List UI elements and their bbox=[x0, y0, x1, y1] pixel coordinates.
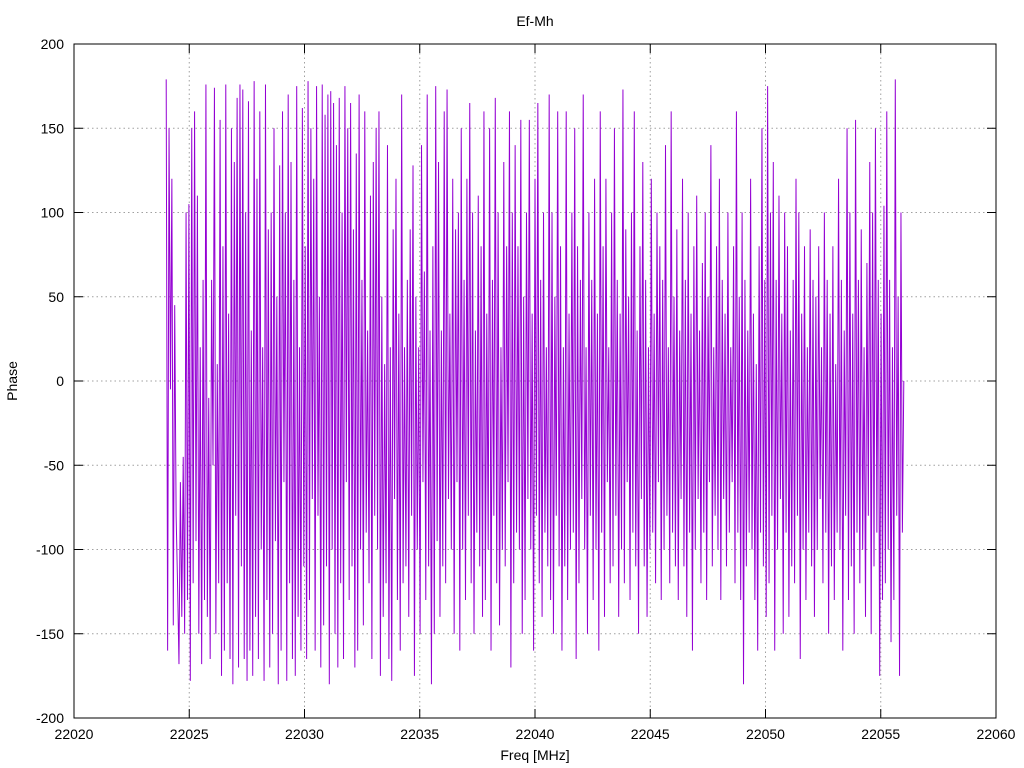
x-tick-label: 22050 bbox=[746, 726, 785, 742]
x-axis-title: Freq [MHz] bbox=[500, 747, 569, 763]
series-line-phase bbox=[165, 79, 905, 685]
y-tick-label: 0 bbox=[56, 373, 64, 389]
x-tick-label: 22040 bbox=[516, 726, 555, 742]
y-tick-label: 50 bbox=[48, 289, 64, 305]
chart-title: Ef-Mh bbox=[516, 13, 553, 29]
y-tick-label: -200 bbox=[36, 710, 64, 726]
x-tick-label: 22030 bbox=[285, 726, 324, 742]
y-tick-labels: -200 -150 -100 -50 0 50 100 150 200 bbox=[36, 36, 64, 726]
y-tick-label: 200 bbox=[41, 36, 65, 52]
y-tick-label: -150 bbox=[36, 626, 64, 642]
y-tick-label: -100 bbox=[36, 542, 64, 558]
y-tick-label: -50 bbox=[44, 457, 64, 473]
x-tick-label: 22055 bbox=[861, 726, 900, 742]
x-tick-label: 22060 bbox=[977, 726, 1016, 742]
y-axis-title: Phase bbox=[4, 361, 20, 401]
y-tick-label: 150 bbox=[41, 120, 65, 136]
x-tick-label: 22045 bbox=[631, 726, 670, 742]
plot-frame bbox=[73, 43, 997, 719]
x-tick-label: 22025 bbox=[170, 726, 209, 742]
x-tick-label: 22020 bbox=[55, 726, 94, 742]
y-tick-label: 100 bbox=[41, 205, 65, 221]
x-tick-labels: 22020 22025 22030 22035 22040 22045 22050 22055… bbox=[55, 726, 1016, 742]
x-tick-label: 22035 bbox=[400, 726, 439, 742]
